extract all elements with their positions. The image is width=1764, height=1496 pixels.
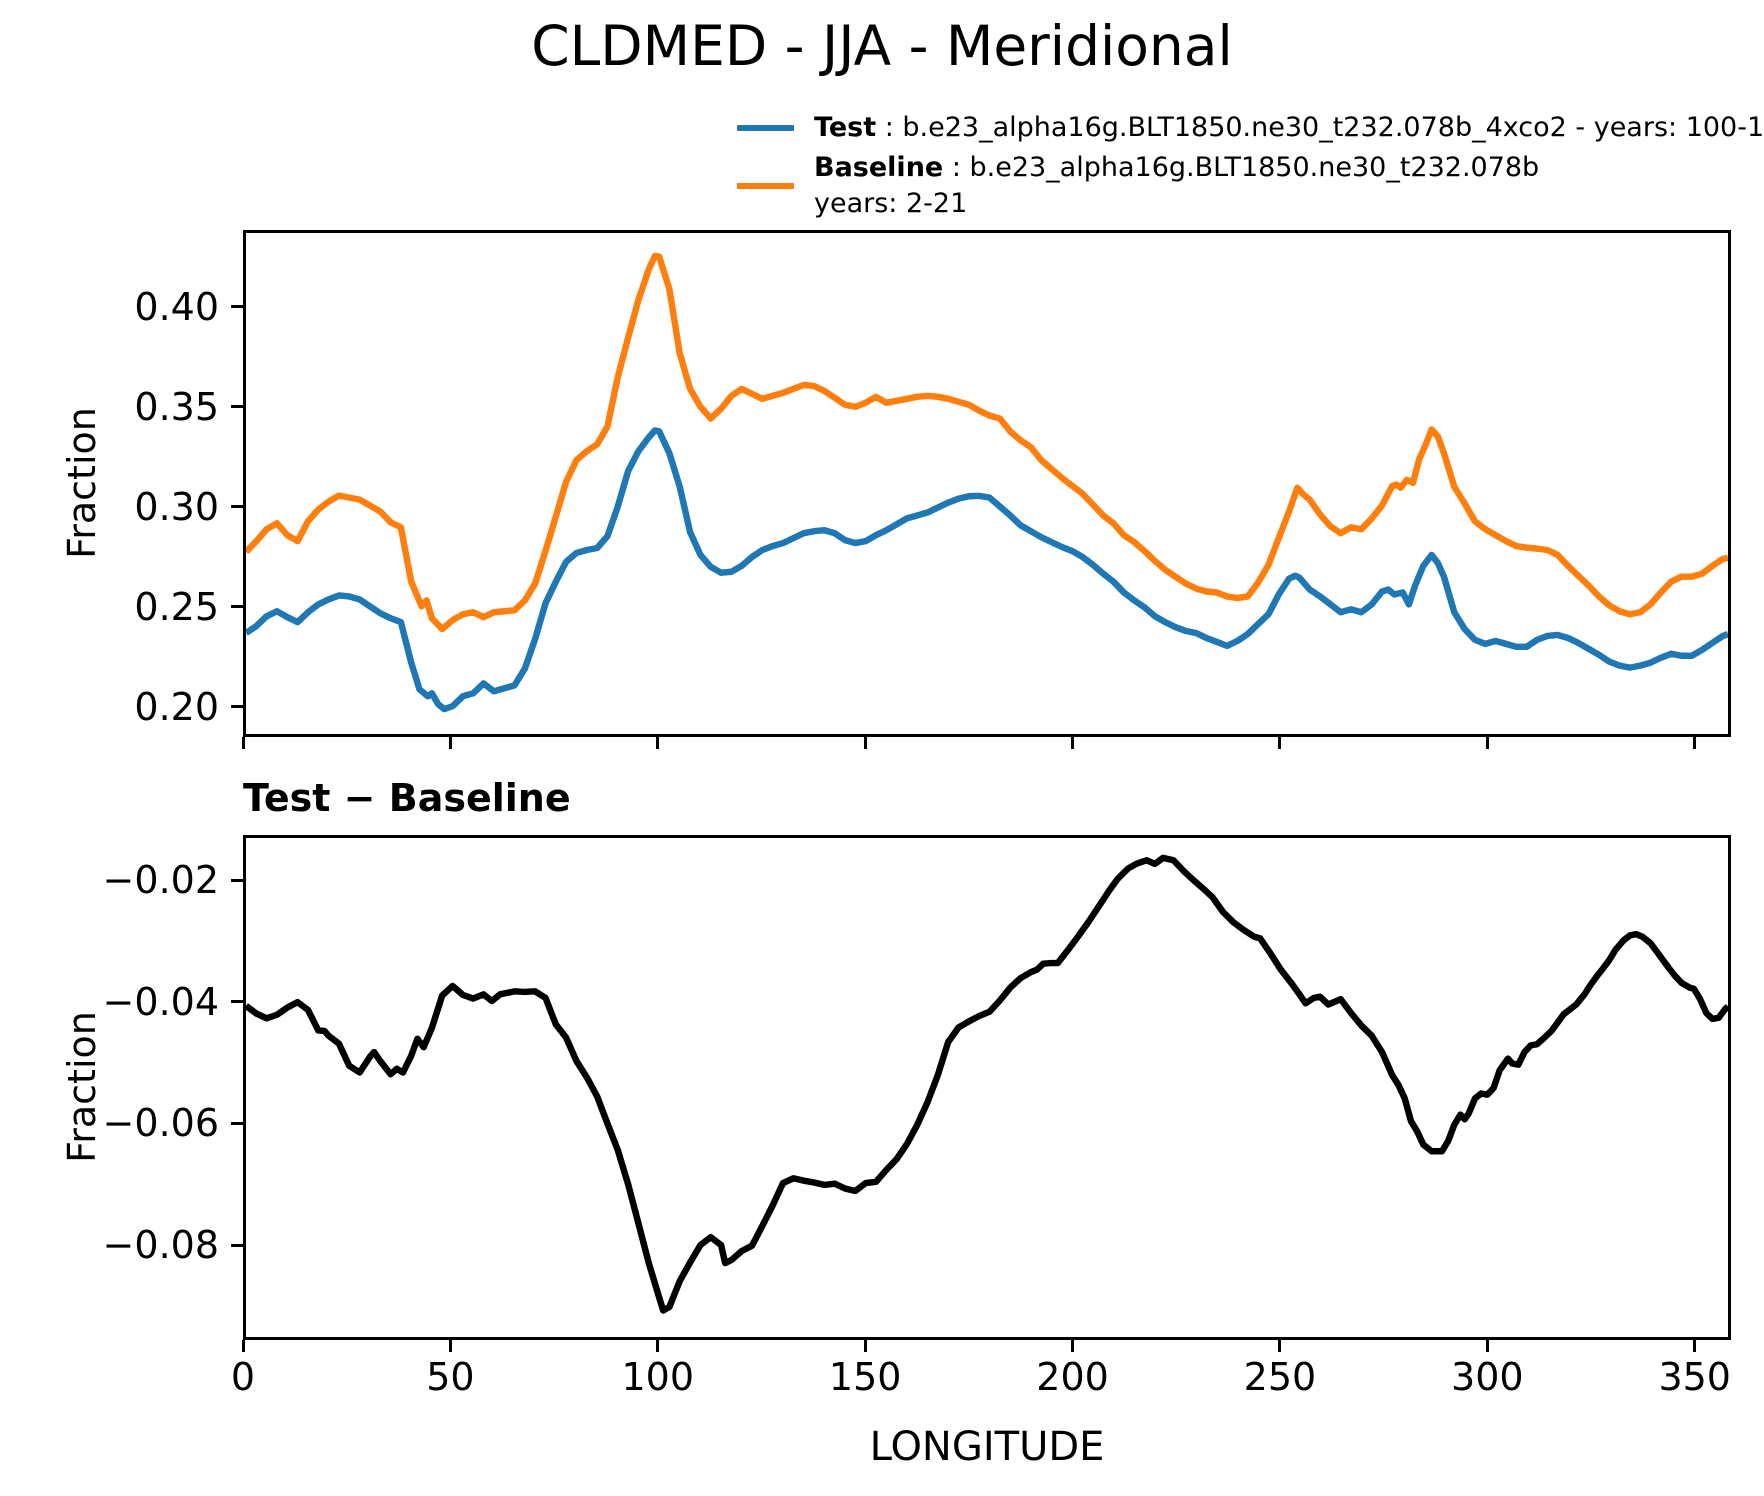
top-panel-plot bbox=[243, 230, 1731, 737]
x-axis-label: LONGITUDE bbox=[869, 1424, 1105, 1470]
x-tick-mark bbox=[1278, 737, 1282, 749]
y-tick-label: −0.04 bbox=[102, 979, 219, 1024]
y-tick-label: 0.25 bbox=[134, 584, 219, 629]
x-tick-mark bbox=[241, 737, 245, 749]
baseline-line-swatch bbox=[737, 183, 794, 189]
x-tick-mark bbox=[448, 737, 452, 749]
y-tick-mark bbox=[231, 1121, 243, 1125]
y-tick-label: 0.40 bbox=[134, 284, 219, 329]
y-tick-label: 0.35 bbox=[134, 384, 219, 429]
difference-panel-title: Test − Baseline bbox=[243, 776, 571, 820]
x-tick-label: 350 bbox=[1658, 1355, 1731, 1399]
x-tick-label: 250 bbox=[1243, 1355, 1317, 1399]
y-tick-mark bbox=[231, 505, 243, 509]
legend-item-baseline: Baseline : b.e23_alpha16g.BLT1850.ne30_t… bbox=[737, 150, 1764, 222]
x-tick-label: 200 bbox=[1036, 1355, 1109, 1399]
legend-item-test: Test : b.e23_alpha16g.BLT1850.ne30_t232.… bbox=[737, 110, 1764, 146]
x-tick-label: 100 bbox=[621, 1355, 695, 1399]
x-tick-mark bbox=[1485, 737, 1489, 749]
y-tick-mark bbox=[231, 405, 243, 409]
top-y-axis-label: Fraction bbox=[60, 407, 104, 559]
y-tick-label: 0.30 bbox=[134, 484, 219, 529]
y-tick-label: −0.08 bbox=[102, 1223, 219, 1268]
y-tick-mark bbox=[231, 878, 243, 882]
x-tick-label: 0 bbox=[230, 1355, 256, 1399]
legend: Test : b.e23_alpha16g.BLT1850.ne30_t232.… bbox=[737, 110, 1764, 226]
y-tick-mark bbox=[231, 305, 243, 309]
x-tick-mark bbox=[1693, 1340, 1697, 1352]
test-line-swatch bbox=[737, 125, 794, 131]
bottom-panel-canvas bbox=[246, 854, 1728, 1314]
y-tick-mark bbox=[231, 1243, 243, 1247]
x-tick-mark bbox=[1071, 737, 1075, 749]
x-tick-label: 150 bbox=[828, 1355, 902, 1399]
y-tick-mark bbox=[231, 705, 243, 709]
test-line bbox=[246, 427, 1728, 713]
chart-title: CLDMED - JJA - Meridional bbox=[531, 14, 1233, 78]
difference-line bbox=[246, 854, 1728, 1314]
y-tick-mark bbox=[231, 605, 243, 609]
x-tick-mark bbox=[863, 737, 867, 749]
top-panel-canvas bbox=[246, 252, 1728, 713]
legend-label-baseline: Baseline : b.e23_alpha16g.BLT1850.ne30_t… bbox=[814, 152, 1540, 219]
legend-label-test: Test : b.e23_alpha16g.BLT1850.ne30_t232.… bbox=[814, 112, 1764, 143]
x-tick-mark bbox=[656, 737, 660, 749]
x-tick-mark bbox=[1278, 1340, 1282, 1352]
y-tick-label: −0.02 bbox=[102, 858, 219, 903]
x-tick-mark bbox=[656, 1340, 660, 1352]
x-tick-mark bbox=[1071, 1340, 1075, 1352]
x-tick-mark bbox=[241, 1340, 245, 1352]
x-tick-mark bbox=[448, 1340, 452, 1352]
bottom-panel-plot bbox=[243, 835, 1731, 1340]
x-tick-mark bbox=[1693, 737, 1697, 749]
x-tick-mark bbox=[863, 1340, 867, 1352]
y-tick-label: −0.06 bbox=[102, 1101, 219, 1146]
baseline-line bbox=[246, 252, 1728, 633]
x-tick-label: 50 bbox=[426, 1355, 475, 1399]
y-tick-label: 0.20 bbox=[134, 684, 219, 729]
y-tick-mark bbox=[231, 1000, 243, 1004]
x-tick-mark bbox=[1485, 1340, 1489, 1352]
x-tick-label: 300 bbox=[1451, 1355, 1524, 1399]
